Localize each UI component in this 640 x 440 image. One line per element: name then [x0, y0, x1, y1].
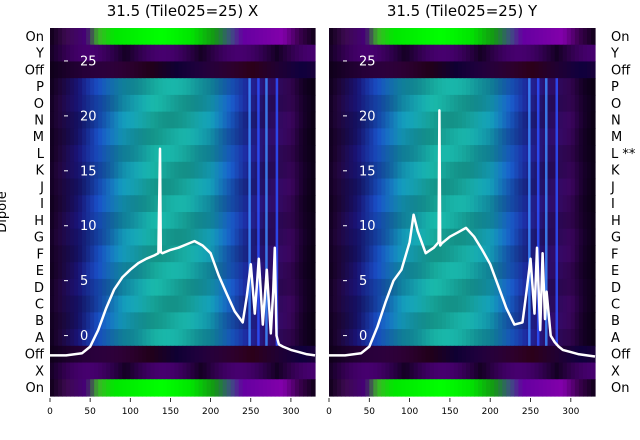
x-tick-label: 50	[84, 407, 96, 417]
x-tick-label: 0	[326, 407, 332, 417]
row-label: C	[611, 298, 620, 313]
row-label: I	[40, 197, 44, 212]
row-label: O	[611, 97, 621, 112]
row-label: K	[611, 164, 620, 179]
row-label: On	[26, 381, 44, 396]
overlay-line	[50, 147, 316, 357]
row-label: B	[35, 314, 44, 329]
x-tick-label: 100	[122, 407, 139, 417]
chart-title: 31.5 (Tile025=25) X	[107, 2, 258, 20]
row-label: D	[611, 281, 621, 296]
row-label: Y	[35, 47, 44, 62]
row-label: F	[611, 247, 618, 262]
row-label: C	[35, 298, 44, 313]
row-label: J	[39, 180, 44, 195]
row-label: M	[33, 130, 44, 145]
row-label: J	[610, 180, 615, 195]
row-label: O	[34, 97, 44, 112]
row-label: H	[611, 214, 621, 229]
row-label: Off	[611, 348, 631, 363]
heatmap-cells	[50, 28, 316, 397]
overlay-ytick-label: 5	[80, 274, 88, 289]
row-label: Y	[610, 47, 619, 62]
x-tick-label: 0	[47, 407, 53, 417]
x-tick-label: 200	[482, 407, 499, 417]
row-label: D	[34, 281, 44, 296]
row-label: On	[611, 381, 629, 396]
row-label: X	[35, 364, 44, 379]
row-label: E	[36, 264, 44, 279]
overlay-ytick-label: 15	[359, 164, 376, 179]
row-label: P	[611, 80, 619, 95]
chart-title: 31.5 (Tile025=25) Y	[387, 2, 538, 20]
overlay-line	[329, 109, 596, 358]
overlay-ytick-label: 5	[359, 274, 367, 289]
x-tick-label: 250	[242, 407, 259, 417]
x-tick-label: 150	[441, 407, 458, 417]
row-label: F	[37, 247, 44, 262]
x-tick-label: 300	[282, 407, 299, 417]
overlay-ytick-label: 0	[80, 329, 88, 344]
row-label: A	[611, 331, 620, 346]
overlay-ytick-label: 0	[359, 329, 367, 344]
row-label: L	[37, 147, 45, 162]
row-label: Off	[25, 63, 45, 78]
overlay-ytick-label: 20	[359, 109, 376, 124]
row-label: K	[35, 164, 44, 179]
row-label: X	[611, 364, 620, 379]
y-axis-label: Dipole	[0, 191, 10, 232]
row-label: P	[36, 80, 44, 95]
row-label: Off	[25, 348, 45, 363]
row-label: G	[611, 231, 621, 246]
overlay-ytick-label: 10	[359, 219, 376, 234]
x-tick-label: 50	[364, 407, 376, 417]
row-label: H	[34, 214, 44, 229]
x-tick-label: 200	[202, 407, 219, 417]
x-tick-label: 300	[562, 407, 579, 417]
row-label: G	[34, 231, 44, 246]
overlay-ytick-label: 20	[80, 109, 97, 124]
overlay-ytick-label: 25	[359, 54, 376, 69]
row-label: N	[34, 114, 44, 129]
row-label: M	[611, 130, 622, 145]
overlay-ytick-label: 15	[80, 164, 97, 179]
overlay-ytick-label: 25	[80, 54, 97, 69]
row-label: A	[35, 331, 44, 346]
row-label: B	[611, 314, 620, 329]
row-label: On	[26, 30, 44, 45]
row-label: N	[611, 114, 621, 129]
heatmap-panel-x: 31.5 (Tile025=25) XOnYOffPONMLKJIHGFEDCB…	[0, 2, 316, 417]
overlay-ytick-label: 10	[80, 219, 97, 234]
row-label: L **	[611, 147, 636, 162]
x-tick-label: 150	[162, 407, 179, 417]
row-label: Off	[611, 63, 631, 78]
row-label: E	[611, 264, 619, 279]
x-tick-label: 100	[401, 407, 418, 417]
row-label: I	[611, 197, 615, 212]
row-label: On	[611, 30, 629, 45]
x-tick-label: 250	[522, 407, 539, 417]
